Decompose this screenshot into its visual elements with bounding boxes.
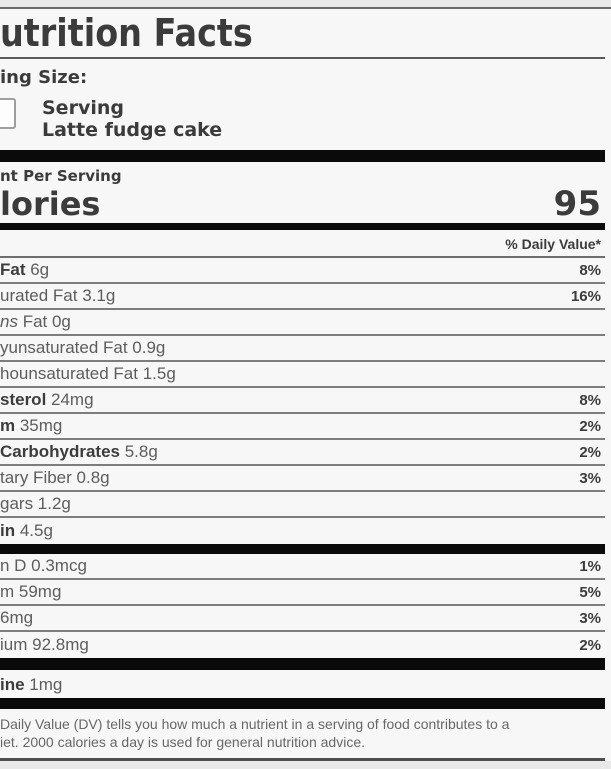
nutrient-row-trans-fat: ns Fat 0g [0,310,605,336]
nutrient-amount: 1mg [24,675,63,694]
section-divider-bar [0,658,605,670]
nutrient-name: sterol [0,390,47,409]
section-divider-bar [0,150,605,162]
daily-value-header: % Daily Value* [0,230,605,258]
nutrient-row-polyunsaturated-fat: yunsaturated Fat 0.9g [0,336,605,362]
nutrient-amount: gars 1.2g [0,494,71,513]
section-divider-bar [0,223,605,230]
section-divider-bar [0,698,605,709]
food-name: Latte fudge cake [42,119,223,141]
nutrient-name: in [0,521,16,540]
footnote: Daily Value (DV) tells you how much a nu… [0,709,605,758]
nutrient-name: ine [0,675,25,694]
nutrient-amount: 35mg [15,416,63,435]
nutrient-amount: tary Fiber 0.8g [0,468,110,487]
nutrition-label: utrition Facts ing Size: Serving Latte f… [0,7,611,761]
nutrient-amount: m 59mg [0,582,62,601]
nutrient-amount: urated Fat 3.1g [0,286,116,305]
nutrient-amount: hounsaturated Fat 1.5g [0,364,176,383]
nutrient-row-sugars: gars 1.2g [0,492,605,518]
nutrient-row-potassium: ium 92.8mg 2% [0,632,605,658]
nutrient-name: Fat [0,260,26,279]
footnote-line-1: Daily Value (DV) tells you how much a nu… [0,716,510,732]
label-title-section: utrition Facts [0,9,605,59]
nutrient-row-iron: 6mg 3% [0,606,605,632]
daily-value-percent: 1% [579,557,601,575]
daily-value-percent: 2% [579,636,601,654]
nutrient-row-sodium: m 35mg 2% [0,414,605,440]
nutrient-row-carbohydrates: Carbohydrates 5.8g 2% [0,440,605,466]
nutrient-row-caffeine: ine 1mg [0,670,605,698]
daily-value-percent: 2% [579,443,601,461]
nutrient-name: ns [0,312,18,331]
serving-unit-label: Serving [42,97,124,119]
calories-label: lories [0,185,101,223]
nutrient-amount: 4.5g [15,521,53,540]
nutrient-name: m [0,416,16,435]
nutrient-amount: 5.8g [119,442,158,461]
nutrient-amount: Fat 0g [17,312,71,331]
serving-section: ing Size: Serving Latte fudge cake [0,59,605,150]
nutrient-row-vitamin-d: n D 0.3mcg 1% [0,554,605,580]
nutrient-row-saturated-fat: urated Fat 3.1g 16% [0,284,605,310]
serving-size-label: ing Size: [0,67,88,88]
serving-quantity-input[interactable] [0,98,16,129]
daily-value-percent: 2% [579,417,601,435]
footnote-line-2: iet. 2000 calories a day is used for gen… [0,734,365,750]
nutrient-row-monounsaturated-fat: hounsaturated Fat 1.5g [0,362,605,388]
calories-section: nt Per Serving lories 95 [0,162,605,223]
nutrient-row-dietary-fiber: tary Fiber 0.8g 3% [0,466,605,492]
nutrient-amount: 6g [25,260,50,279]
daily-value-percent: 8% [579,261,601,279]
daily-value-percent: 8% [579,391,601,409]
daily-value-percent: 16% [570,287,601,305]
section-divider-bar [0,544,605,554]
nutrient-name: Carbohydrates [0,442,120,461]
label-title: utrition Facts [0,11,253,55]
calories-value: 95 [553,184,601,224]
nutrient-amount: 6mg [0,608,34,627]
nutrient-row-calcium: m 59mg 5% [0,580,605,606]
daily-value-percent: 5% [579,583,601,601]
nutrient-amount: 24mg [46,390,94,409]
nutrient-row-total-fat: Fat 6g 8% [0,258,605,284]
amount-per-serving-label: nt Per Serving [0,167,122,185]
nutrient-row-protein: in 4.5g [0,518,605,544]
nutrient-amount: n D 0.3mcg [0,556,87,575]
daily-value-percent: 3% [579,609,601,627]
nutrient-amount: ium 92.8mg [0,635,89,654]
label-bottom-border [0,758,605,761]
nutrient-row-cholesterol: sterol 24mg 8% [0,388,605,414]
nutrient-amount: yunsaturated Fat 0.9g [0,338,166,357]
daily-value-percent: 3% [579,469,601,487]
